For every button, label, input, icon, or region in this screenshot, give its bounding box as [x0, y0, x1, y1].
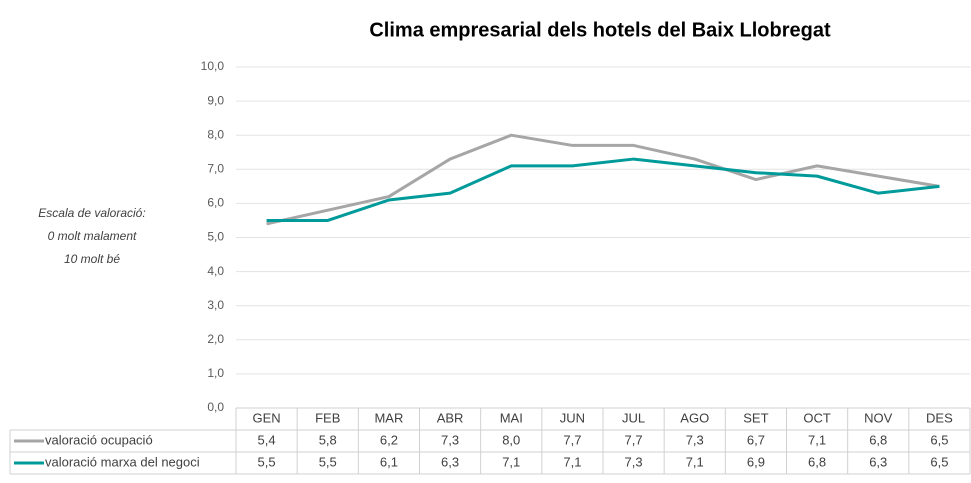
data-label: 7,1 [808, 432, 826, 447]
x-tick-label: MAI [500, 410, 523, 425]
y-axis-label: 0 molt malament [48, 229, 137, 243]
data-label: 7,7 [625, 432, 643, 447]
data-label: 5,5 [319, 454, 337, 469]
x-tick-label: OCT [803, 410, 831, 425]
y-axis-label: Escala de valoració: [38, 206, 145, 220]
x-tick-label: NOV [864, 410, 893, 425]
y-tick-label: 9,0 [207, 93, 224, 107]
y-tick-label: 10,0 [201, 59, 225, 73]
data-label: 8,0 [502, 432, 520, 447]
data-label: 5,4 [258, 432, 276, 447]
x-tick-label: DES [926, 410, 953, 425]
x-tick-label: JUN [560, 410, 585, 425]
data-label: 6,3 [869, 454, 887, 469]
data-label: 7,7 [563, 432, 581, 447]
data-label: 7,1 [686, 454, 704, 469]
data-label: 7,3 [625, 454, 643, 469]
x-tick-label: GEN [252, 410, 280, 425]
data-label: 6,5 [930, 432, 948, 447]
x-tick-label: AGO [680, 410, 709, 425]
data-label: 7,1 [563, 454, 581, 469]
x-tick-label: SET [743, 410, 768, 425]
series-line [266, 133, 940, 226]
data-label: 6,8 [869, 432, 887, 447]
data-label: 6,7 [747, 432, 765, 447]
series-line [266, 157, 940, 222]
chart-title: Clima empresarial dels hotels del Baix L… [369, 19, 831, 41]
data-label: 5,8 [319, 432, 337, 447]
y-tick-label: 3,0 [207, 298, 224, 312]
y-tick-label: 6,0 [207, 196, 224, 210]
data-label: 6,8 [808, 454, 826, 469]
data-label: 6,9 [747, 454, 765, 469]
data-label: 6,2 [380, 432, 398, 447]
data-label: 6,1 [380, 454, 398, 469]
x-tick-label: ABR [437, 410, 464, 425]
y-tick-label: 8,0 [207, 127, 224, 141]
data-label: 6,5 [930, 454, 948, 469]
legend-label: valoració marxa del negoci [45, 454, 200, 469]
data-label: 7,1 [502, 454, 520, 469]
data-label: 6,3 [441, 454, 459, 469]
x-tick-label: MAR [374, 410, 403, 425]
data-label: 7,3 [686, 432, 704, 447]
y-axis-label: 10 molt bé [64, 252, 120, 266]
y-tick-label: 4,0 [207, 264, 224, 278]
y-tick-label: 5,0 [207, 230, 224, 244]
y-tick-label: 1,0 [207, 366, 224, 380]
x-tick-label: FEB [315, 410, 340, 425]
data-label: 7,3 [441, 432, 459, 447]
data-label: 5,5 [258, 454, 276, 469]
x-tick-label: JUL [622, 410, 645, 425]
y-tick-label: 2,0 [207, 332, 224, 346]
y-tick-label: 7,0 [207, 161, 224, 175]
y-tick-label: 0,0 [207, 400, 224, 414]
legend-label: valoració ocupació [45, 432, 153, 447]
